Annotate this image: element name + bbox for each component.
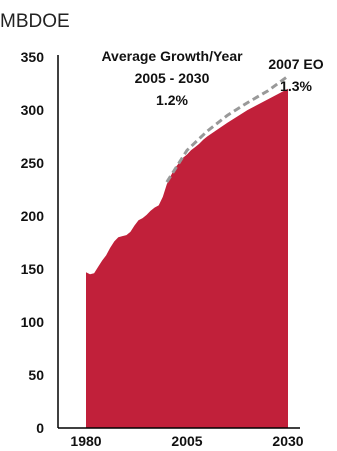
y-tick-label: 350 (21, 49, 45, 65)
y-ticks: 0 50 100 150 200 250 300 350 (21, 49, 45, 436)
x-tick-label: 2030 (272, 433, 303, 449)
y-tick-label: 0 (36, 420, 44, 436)
x-ticks: 1980 2005 2030 (70, 433, 303, 449)
x-tick-label: 2005 (171, 433, 202, 449)
demand-area (86, 88, 288, 429)
y-tick-label: 250 (21, 155, 45, 171)
y-tick-label: 150 (21, 261, 45, 277)
unit-label: MBDOE (0, 11, 70, 32)
y-tick-label: 200 (21, 208, 45, 224)
x-tick-label: 1980 (70, 433, 101, 449)
eo-projection-line (165, 74, 289, 183)
eo-growth-value: 1.3% (280, 78, 312, 94)
y-tick-label: 100 (21, 314, 45, 330)
avg-growth-title: Average Growth/Year (101, 48, 243, 64)
projection-layer (165, 74, 289, 183)
avg-growth-value: 1.2% (156, 92, 188, 108)
y-tick-label: 50 (28, 367, 44, 383)
y-tick-label: 300 (21, 102, 45, 118)
avg-growth-period: 2005 - 2030 (135, 70, 210, 86)
eo-label: 2007 EO (268, 56, 323, 72)
area-layer (86, 88, 288, 429)
